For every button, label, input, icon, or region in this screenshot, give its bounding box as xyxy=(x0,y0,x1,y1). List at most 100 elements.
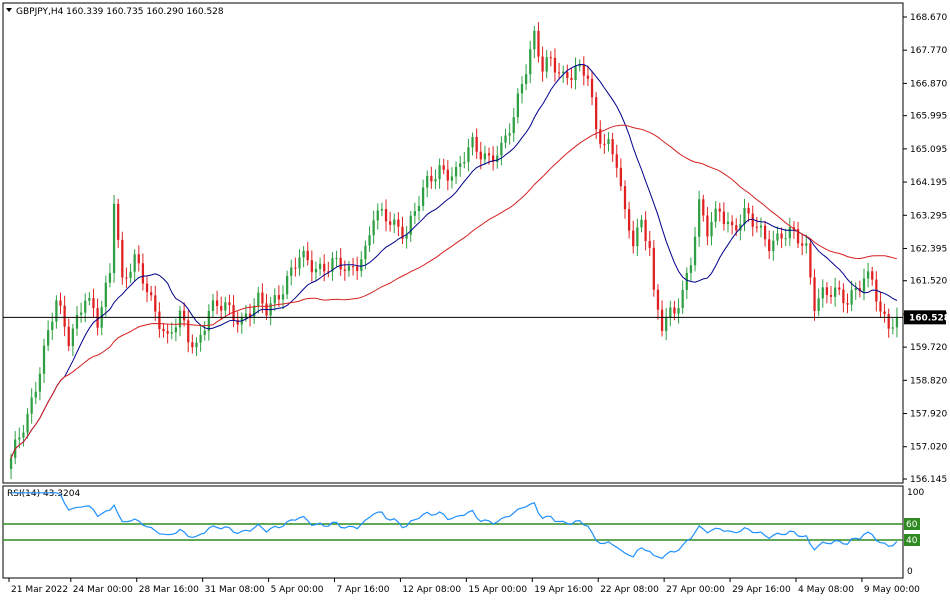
candle-body xyxy=(281,294,285,300)
candle-body xyxy=(96,308,99,328)
time-tick-label: 22 Apr 08:00 xyxy=(600,585,659,595)
candle-body xyxy=(187,320,190,343)
candle-body xyxy=(516,93,519,118)
candle-body xyxy=(18,437,21,440)
candle xyxy=(652,240,655,297)
time-tick-label: 24 Mar 00:00 xyxy=(73,585,133,595)
candle-body xyxy=(137,254,140,264)
candle-body xyxy=(34,391,37,398)
candle-body xyxy=(314,268,318,273)
candle xyxy=(426,170,429,198)
candle-body xyxy=(545,57,548,72)
candle-body xyxy=(38,373,42,392)
rsi-pane: RSI(14) 43.3204 60 40 100 0 xyxy=(3,488,924,577)
candle-body xyxy=(261,292,264,304)
candle xyxy=(763,220,767,247)
candle-body xyxy=(813,277,816,311)
candle-body xyxy=(850,290,853,305)
candle-body xyxy=(409,215,412,235)
candle-body xyxy=(47,330,50,346)
candle-body xyxy=(450,176,454,181)
candle-body xyxy=(599,129,602,144)
candle xyxy=(599,120,602,149)
candle xyxy=(51,312,54,341)
candle xyxy=(611,132,614,162)
candle-body xyxy=(722,211,726,224)
candle-body xyxy=(26,413,29,433)
price-tick-label: 164.195 xyxy=(910,178,947,188)
candle xyxy=(38,367,42,401)
candle-body xyxy=(170,332,173,334)
candle xyxy=(722,202,726,231)
candle xyxy=(714,201,717,228)
price-tick-label: 165.095 xyxy=(910,145,947,155)
time-tick-label: 5 Apr 00:00 xyxy=(271,585,324,595)
candle-body xyxy=(30,397,33,414)
candle xyxy=(557,62,561,79)
candle xyxy=(813,269,816,321)
candle-body xyxy=(796,229,800,244)
candle-body xyxy=(191,342,194,348)
candle-body xyxy=(627,209,631,231)
candle-body xyxy=(673,307,676,314)
candle xyxy=(108,263,112,288)
candle-body xyxy=(780,233,783,239)
candle xyxy=(430,166,433,189)
candle xyxy=(504,128,507,149)
candle xyxy=(755,216,758,233)
candle-body xyxy=(792,227,796,230)
candle xyxy=(347,261,351,277)
candle-body xyxy=(529,49,532,75)
candle xyxy=(582,56,585,86)
candle xyxy=(104,275,107,317)
candle-body xyxy=(63,305,66,327)
candle xyxy=(215,290,219,315)
candle xyxy=(607,132,610,152)
candle xyxy=(796,221,800,249)
candle xyxy=(409,211,412,242)
candle xyxy=(269,296,272,326)
candle xyxy=(364,240,367,270)
candle-body xyxy=(763,225,767,240)
candle xyxy=(619,158,623,191)
time-tick-label: 29 Apr 16:00 xyxy=(732,585,791,595)
candle-body xyxy=(537,30,540,57)
candle-body xyxy=(236,320,239,325)
candle xyxy=(285,270,289,300)
candle-body xyxy=(244,313,248,317)
candle-body xyxy=(67,326,70,347)
candle xyxy=(698,190,701,247)
candle-body xyxy=(718,208,721,212)
candle xyxy=(726,212,730,233)
candle-body xyxy=(323,263,326,272)
candle-body xyxy=(570,77,573,81)
candle-body xyxy=(389,221,392,225)
candle-body xyxy=(401,226,404,239)
candle xyxy=(730,215,734,235)
candle-body xyxy=(665,317,668,332)
candle xyxy=(500,136,503,166)
candle-body xyxy=(698,199,701,237)
candle xyxy=(834,277,837,307)
candle xyxy=(459,155,462,177)
candle xyxy=(368,226,371,252)
symbol-dropdown-icon[interactable] xyxy=(6,8,12,12)
candle-body xyxy=(492,155,495,163)
candle-body xyxy=(125,277,128,279)
candle xyxy=(30,388,33,424)
candle-body xyxy=(199,334,202,343)
candle xyxy=(842,283,845,313)
candle-body xyxy=(215,300,219,306)
candle xyxy=(421,179,425,211)
candle xyxy=(170,322,173,340)
candle xyxy=(306,242,309,266)
candle-body xyxy=(306,250,309,261)
candle-body xyxy=(112,203,116,274)
rsi-level-label: 60 xyxy=(906,520,918,530)
symbol-header: GBPJPY,H4 160.339 160.735 160.290 160.52… xyxy=(16,7,224,17)
candle xyxy=(776,226,779,246)
candle xyxy=(549,51,552,67)
candle xyxy=(133,249,136,282)
